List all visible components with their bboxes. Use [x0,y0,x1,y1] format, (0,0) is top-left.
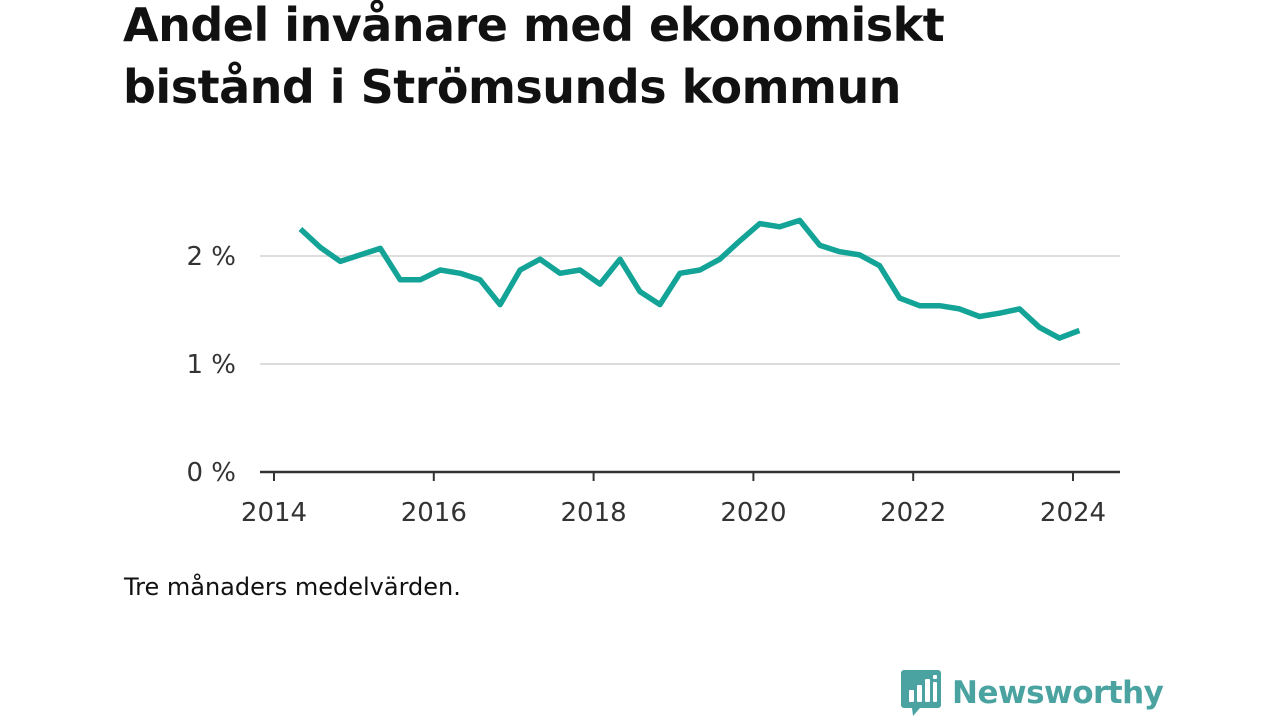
chart-title: Andel invånare med ekonomiskt bistånd i … [123,0,945,114]
y-tick-label: 0 % [186,458,236,488]
footnote: Tre månaders medelvärden. [124,573,461,601]
y-tick-label: 1 % [186,350,236,380]
y-tick-label: 2 % [186,242,236,272]
series-lines [298,217,1081,341]
newsworthy-logo[interactable]: Newsworthy [900,668,1164,718]
logo-text: Newsworthy [952,675,1164,711]
grid-lines [260,255,1120,365]
x-tick-label: 2014 [241,498,307,528]
x-tick-label: 2024 [1040,498,1106,528]
series-line [298,217,1081,341]
x-tick-label: 2020 [720,498,786,528]
axes [260,470,1120,481]
x-tick-label: 2022 [880,498,946,528]
bar-chart-speech-bubble-icon [901,670,941,716]
tick-labels: 0 % 1 % 2 % 2014 2016 2018 2020 2022 2024 [186,242,1106,528]
x-tick-label: 2018 [561,498,627,528]
x-tick-label: 2016 [401,498,467,528]
